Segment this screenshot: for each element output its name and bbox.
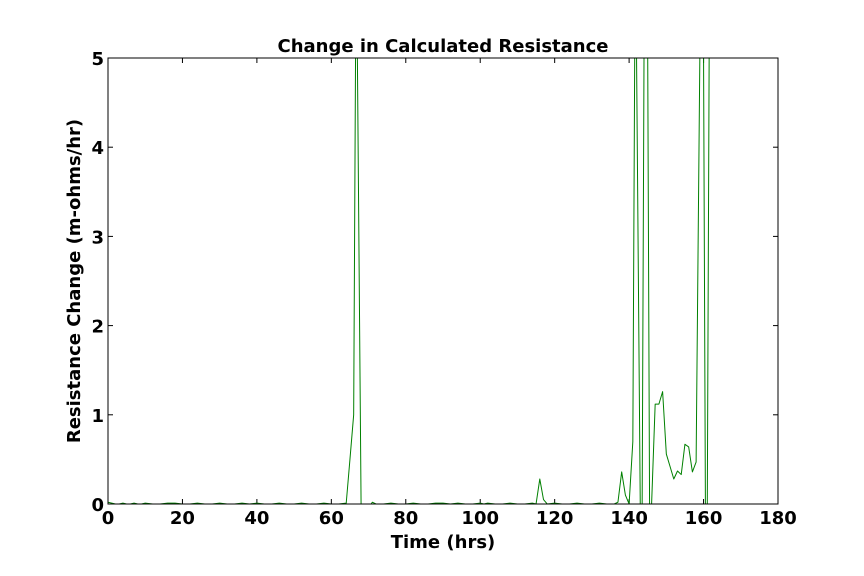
y-tick-labels: 0 1 2 3 4 5: [91, 49, 104, 516]
y-tick-label: 3: [91, 227, 104, 248]
plot-frame: [107, 57, 779, 505]
x-axis-label: Time (hrs): [391, 532, 496, 553]
y-tick-label: 1: [91, 406, 104, 427]
x-tick-label: 80: [393, 508, 418, 529]
x-tick-label: 40: [244, 508, 269, 529]
x-tick-label: 60: [319, 508, 344, 529]
x-tick-label: 180: [759, 508, 797, 529]
y-tick-label: 4: [91, 138, 104, 159]
chart-title: Change in Calculated Resistance: [278, 36, 609, 57]
x-tick-label: 100: [461, 508, 499, 529]
x-tick-labels: 0 20 40 60 80 100 120 140 160 180: [102, 508, 797, 529]
x-tick-label: 160: [685, 508, 723, 529]
x-tick-label: 20: [170, 508, 195, 529]
y-tick-label: 5: [91, 49, 104, 70]
axis-ticks: [107, 57, 779, 505]
y-axis-label: Resistance Change (m-ohms/hr): [64, 119, 85, 443]
x-tick-label: 0: [102, 508, 115, 529]
y-tick-label: 0: [91, 495, 104, 516]
x-tick-label: 120: [536, 508, 574, 529]
x-tick-label: 140: [610, 508, 648, 529]
series-line: [108, 58, 711, 504]
y-tick-label: 2: [91, 317, 104, 338]
